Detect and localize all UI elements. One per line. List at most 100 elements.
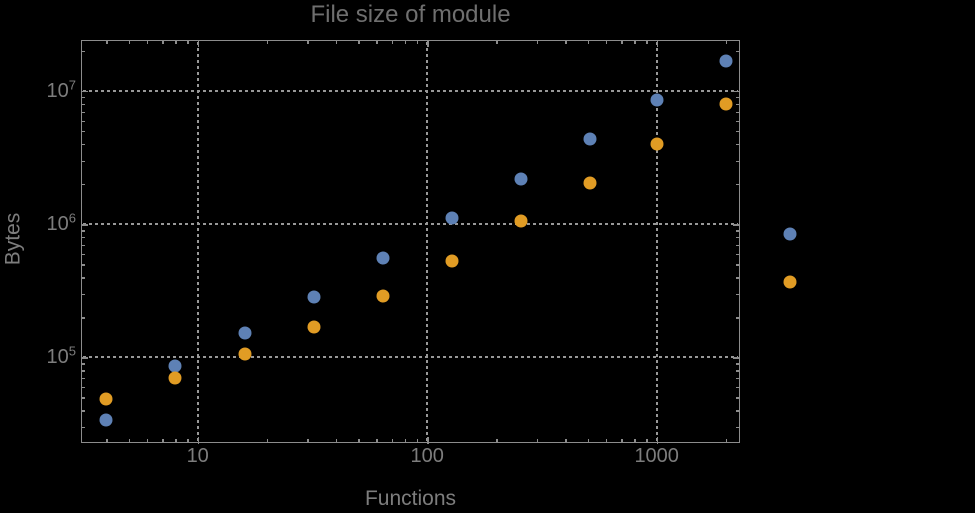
x-axis-label: Functions: [364, 487, 457, 510]
x-tick: [358, 40, 360, 45]
x-tick: [106, 439, 108, 444]
y-tick-label: 107: [46, 77, 76, 102]
x-tick: [175, 439, 177, 444]
x-tick: [416, 40, 419, 45]
y-tick: [81, 377, 86, 380]
y-tick: [81, 131, 86, 133]
plot-frame: [81, 40, 740, 443]
y-tick: [735, 237, 740, 239]
y-tick: [735, 253, 740, 256]
y-tick: [81, 103, 86, 106]
y-tick: [733, 224, 740, 226]
x-tick: [621, 439, 623, 444]
x-tick: [376, 439, 378, 444]
y-tick: [81, 370, 86, 372]
data-point-series-2: [168, 371, 182, 385]
x-gridline: [655, 42, 658, 442]
y-tick: [735, 143, 740, 146]
data-point-series-1: [719, 54, 733, 68]
x-tick: [725, 40, 728, 45]
x-tick: [587, 40, 589, 45]
y-tick: [735, 317, 740, 319]
y-tick: [735, 97, 740, 99]
data-point-series-2: [376, 289, 390, 303]
x-tick: [634, 439, 636, 444]
y-tick: [735, 377, 740, 380]
x-tick: [358, 439, 360, 444]
data-point-series-2: [307, 320, 321, 334]
x-tick: [646, 40, 648, 45]
x-tick: [427, 436, 429, 444]
x-tick: [187, 40, 189, 45]
y-gridline: [83, 356, 738, 359]
x-tick: [187, 439, 189, 444]
x-tick: [427, 40, 429, 47]
x-gridline: [426, 42, 429, 442]
x-tick: [266, 40, 269, 45]
data-point-series-2: [783, 275, 797, 289]
data-point-series-1: [514, 172, 528, 186]
x-tick: [106, 40, 108, 45]
y-tick: [735, 386, 740, 389]
data-point-series-1: [650, 93, 664, 107]
x-tick: [621, 40, 623, 45]
y-tick: [735, 230, 740, 232]
x-tick: [307, 40, 309, 45]
y-tick: [81, 120, 86, 122]
chart-title: File size of module: [310, 1, 511, 28]
y-tick: [735, 370, 740, 372]
y-tick: [735, 426, 740, 429]
y-tick: [81, 50, 86, 53]
y-tick: [81, 253, 86, 256]
y-tick: [735, 50, 740, 53]
data-point-series-2: [719, 97, 733, 111]
x-tick: [725, 439, 728, 444]
x-tick: [391, 439, 394, 444]
y-tick: [735, 293, 740, 296]
x-tick: [656, 40, 659, 47]
data-point-series-1: [783, 227, 797, 241]
x-tick-label: 10: [186, 445, 209, 467]
x-tick: [536, 40, 539, 45]
y-tick: [81, 293, 86, 296]
data-point-series-2: [514, 214, 528, 228]
x-tick: [335, 40, 338, 45]
y-tick: [735, 264, 740, 266]
y-tick: [81, 244, 86, 247]
y-tick: [81, 111, 86, 114]
data-point-series-1: [307, 290, 321, 304]
x-tick: [404, 40, 407, 45]
y-tick: [735, 410, 740, 412]
y-tick: [735, 244, 740, 247]
y-tick: [81, 224, 88, 226]
y-tick: [81, 97, 86, 99]
x-tick-label: 100: [410, 445, 444, 467]
x-gridline: [196, 42, 199, 442]
x-tick: [605, 40, 608, 45]
x-tick: [391, 40, 394, 45]
y-tick: [733, 91, 740, 93]
y-tick: [81, 357, 88, 359]
data-point-series-2: [445, 254, 459, 268]
x-tick: [175, 40, 177, 45]
y-tick: [735, 120, 740, 122]
x-tick: [128, 439, 130, 444]
x-tick: [416, 439, 419, 444]
y-tick: [735, 397, 740, 399]
y-tick: [735, 184, 740, 186]
x-tick: [162, 439, 164, 444]
x-tick: [146, 40, 149, 45]
x-tick: [565, 40, 567, 45]
y-tick: [81, 277, 86, 279]
x-tick: [197, 436, 200, 444]
x-tick: [266, 439, 269, 444]
y-tick: [81, 410, 86, 412]
y-tick: [81, 184, 86, 186]
y-tick: [81, 426, 86, 429]
x-tick: [605, 439, 608, 444]
x-tick: [307, 439, 309, 444]
data-point-series-2: [650, 137, 664, 151]
y-tick: [81, 160, 86, 162]
y-tick: [81, 363, 86, 365]
